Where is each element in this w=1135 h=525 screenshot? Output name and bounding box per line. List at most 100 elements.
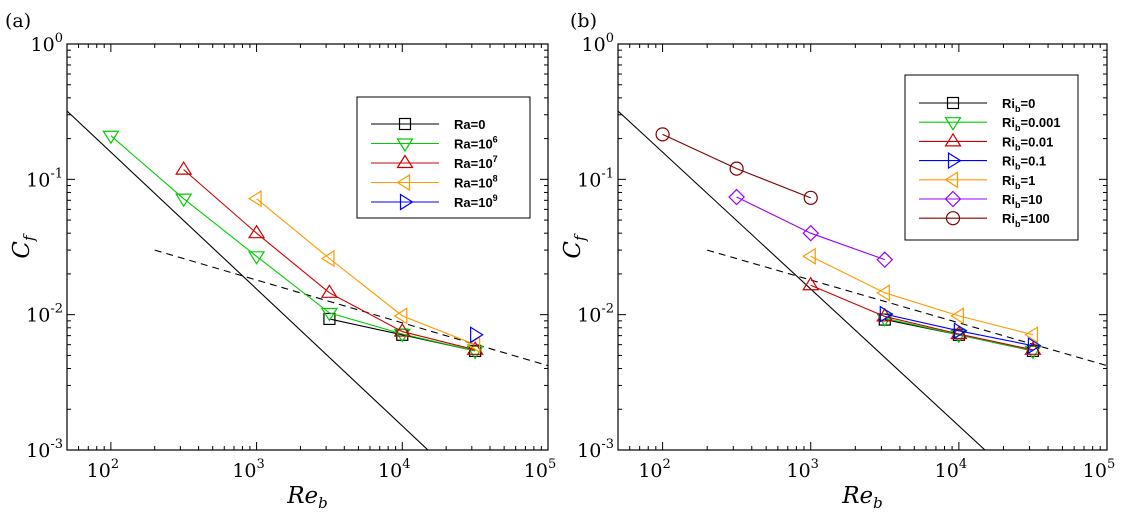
legend-entry: Rib=100 xyxy=(919,211,1050,229)
series-line xyxy=(810,255,1034,336)
x-tick-label: 104 xyxy=(935,457,967,482)
y-tick-label: 100 xyxy=(31,31,63,56)
data-point xyxy=(175,193,193,208)
legend-entry: Rib=0.01 xyxy=(919,132,1053,152)
legend-marker-square-icon xyxy=(398,117,412,131)
legend-marker-triangle-down-icon xyxy=(944,117,962,131)
data-point xyxy=(466,341,484,355)
data-point xyxy=(953,322,968,340)
legend-entry: Rib=0.1 xyxy=(919,152,1046,172)
data-point xyxy=(802,276,820,291)
legend-label: Ra=0 xyxy=(454,117,485,132)
axis-ticks xyxy=(617,44,1107,451)
data-point xyxy=(728,188,745,206)
legend-entry: Ra=107 xyxy=(371,154,498,171)
legend-marker-triangle-up-icon xyxy=(944,132,962,147)
data-point xyxy=(320,307,339,322)
legend-label: Rib=0 xyxy=(1002,96,1035,114)
legend-marker-diamond-icon xyxy=(944,190,962,208)
series-line xyxy=(884,317,1034,352)
legend-entry: Ra=106 xyxy=(371,135,498,153)
series-line xyxy=(736,196,885,261)
data-point xyxy=(1027,337,1042,355)
legend-entry: Ra=0 xyxy=(371,117,485,132)
legend: Rib=0Rib=0.001Rib=0.01Rib=0.1Rib=1Rib=10… xyxy=(904,74,1079,241)
legend-marker-triangle-left-icon xyxy=(396,173,411,192)
data-point xyxy=(393,307,408,325)
series-Ri-b-10 xyxy=(728,188,894,268)
legend-entry: Rib=0.001 xyxy=(919,115,1061,133)
legend-box xyxy=(904,74,1079,241)
series-line xyxy=(884,313,1034,347)
legend-label: Rib=1 xyxy=(1002,173,1035,191)
x-tick-label: 102 xyxy=(638,457,670,482)
y-tick-label: 10-2 xyxy=(577,302,614,327)
data-point xyxy=(729,161,744,176)
reference-line-turbulent xyxy=(154,249,548,367)
legend-label: Ra=109 xyxy=(454,193,498,210)
plot-area xyxy=(618,110,1107,450)
series-line xyxy=(662,133,811,199)
panel-letter: (a) xyxy=(5,10,31,32)
legend-label: Rib=0.001 xyxy=(1002,115,1061,133)
legend-marker-triangle-right-icon xyxy=(399,193,414,211)
legend-entry: Ra=109 xyxy=(371,193,498,211)
series-Ri-b-100 xyxy=(655,127,818,205)
legend-marker-square-icon xyxy=(946,96,960,110)
data-point xyxy=(247,251,266,265)
data-point xyxy=(876,284,890,302)
y-axis-label: Cf xyxy=(560,233,589,259)
axis-ticks xyxy=(66,44,548,451)
x-tick-label: 103 xyxy=(786,457,818,482)
data-point xyxy=(393,322,411,337)
series-Ra-10-9 xyxy=(470,326,484,344)
legend-entry: Rib=0 xyxy=(919,96,1035,114)
data-point xyxy=(320,284,339,298)
series-Ri-b-0-01 xyxy=(802,276,1042,355)
data-point xyxy=(247,224,266,239)
series-Ri-b-1 xyxy=(802,247,1039,344)
data-point xyxy=(802,224,820,242)
legend-label: Ra=107 xyxy=(454,154,498,171)
plot-area xyxy=(67,110,548,450)
legend-box xyxy=(356,96,531,219)
x-tick-label: 104 xyxy=(378,457,410,482)
legend-marker-circle-icon xyxy=(945,211,961,226)
data-point xyxy=(950,307,964,325)
x-tick-label: 105 xyxy=(524,457,556,482)
legend-marker-triangle-up-icon xyxy=(396,154,414,169)
legend-label: Ra=106 xyxy=(454,135,498,152)
data-point xyxy=(247,190,262,208)
series-line xyxy=(256,198,476,346)
legend-label: Rib=0.01 xyxy=(1002,134,1053,152)
data-point xyxy=(1024,326,1039,344)
plot-frame xyxy=(617,43,1108,451)
data-point xyxy=(803,190,818,205)
legend-label: Rib=10 xyxy=(1002,192,1043,210)
chart-panel-a: (a)102 103 104 10510-310-210-1100RebCfRa=0R… xyxy=(5,10,556,512)
legend-marker-triangle-left-icon xyxy=(944,171,959,189)
data-point xyxy=(320,249,335,268)
legend-label: Rib=0.1 xyxy=(1002,154,1046,172)
legend-entry: Ra=108 xyxy=(371,173,498,192)
series-line xyxy=(183,169,476,351)
data-point xyxy=(876,251,894,268)
chart-panel-b: (b) 102 103 104 105 10-3 10-2 10-1 100 Reb Cf Rib=0… xyxy=(560,10,1115,512)
reference-line-turbulent xyxy=(707,249,1107,367)
data-point xyxy=(102,130,120,145)
data-point xyxy=(470,326,484,344)
series-Ra-10-7 xyxy=(175,160,484,355)
legend-label: Ra=108 xyxy=(454,174,498,191)
legend-label: Rib=100 xyxy=(1002,211,1050,229)
y-axis-label: Cf xyxy=(9,233,38,259)
x-axis-label: Reb xyxy=(841,483,883,512)
legend-entry: Rib=10 xyxy=(919,190,1043,210)
legend: Ra=0 Ra=106 Ra=107 Ra=108 Ra=109 xyxy=(356,96,531,219)
x-axis-label: Reb xyxy=(286,483,328,512)
series-Ri-b-0-1 xyxy=(879,305,1042,355)
data-point xyxy=(876,313,894,327)
legend-marker-triangle-right-icon xyxy=(947,152,962,170)
y-tick-label: 10-3 xyxy=(26,437,63,462)
x-tick-label: 103 xyxy=(232,457,264,482)
